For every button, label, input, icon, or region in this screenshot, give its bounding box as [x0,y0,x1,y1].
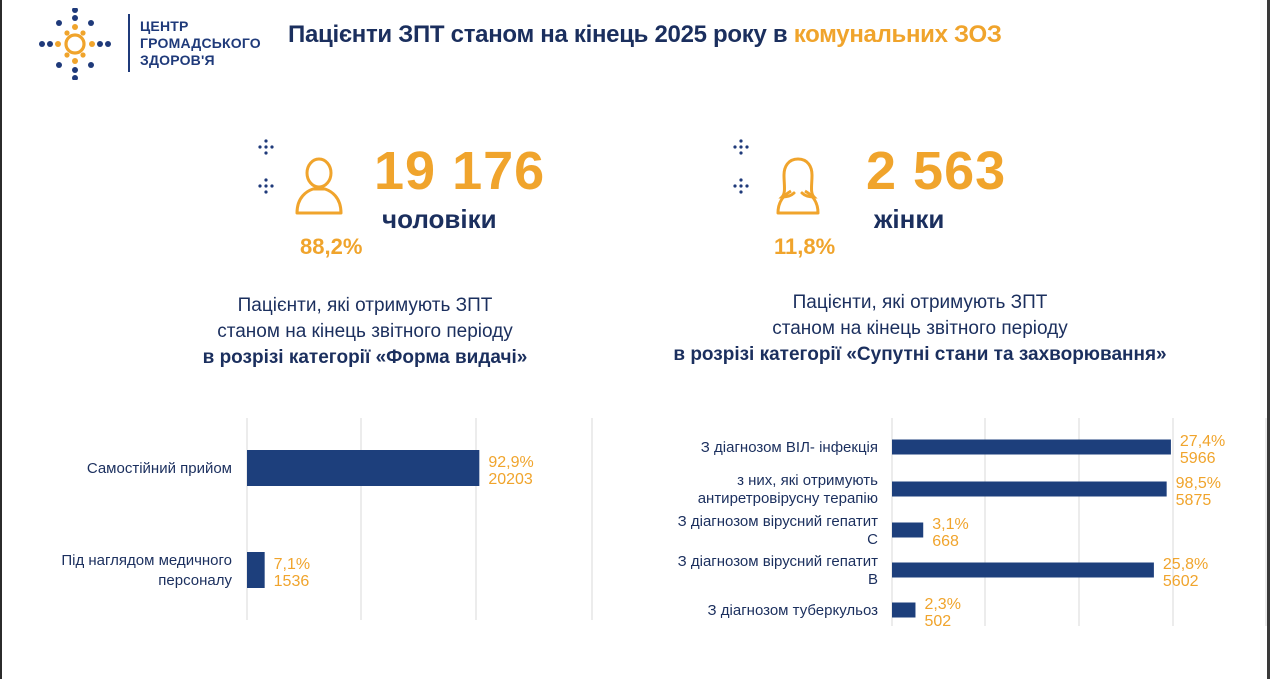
female-person-icon [776,157,820,215]
subtitle-line-bold: в розрізі категорії «Супутні стани та за… [673,344,1167,365]
logo-line: ГРОМАДСЬКОГО [140,35,261,51]
men-percent: 88,2% [300,234,363,259]
bar [892,439,1171,455]
bar [892,481,1167,497]
bar [892,602,916,618]
category-label: В [868,571,878,588]
male-person-icon [295,157,343,215]
category-label: З діагнозом вірусний гепатит [678,553,878,570]
value-label: 5875 [1176,492,1212,509]
men-label: чоловіки [382,204,497,234]
value-label: 668 [932,533,959,550]
value-label: 502 [924,613,951,630]
category-label: антиретровірусну терапію [698,490,878,507]
subtitle-line: Пацієнти, які отримують ЗПТ [792,292,1048,313]
category-label: Самостійний прийом [87,460,232,477]
right-frame-edge [1267,0,1270,679]
bar [892,522,924,538]
subtitle-line: Пацієнти, які отримують ЗПТ [237,295,493,316]
category-label: персоналу [158,572,232,589]
value-label: 5602 [1163,573,1199,590]
logo-line: ЗДОРОВ'Я [140,52,215,68]
category-label: Під наглядом медичного [61,552,232,569]
women-count: 2 563 [866,141,1007,201]
percent-label: 7,1% [274,556,310,573]
category-label: з них, які отримують [737,472,878,489]
bar [247,450,480,486]
cross-dots-icon [258,139,274,155]
value-label: 20203 [488,471,533,488]
category-label: З діагнозом туберкульоз [708,602,879,619]
logo-mark-icon [39,8,111,80]
logo: ЦЕНТР ГРОМАДСЬКОГО ЗДОРОВ'Я [38,8,270,80]
category-label: З діагнозом вірусний гепатит [678,513,878,530]
subtitle-line-bold: в розрізі категорії «Форма видачі» [202,347,528,368]
men-count: 19 176 [374,141,546,201]
bar [892,562,1154,578]
page-title-accent: комунальних ЗОЗ [793,21,1002,48]
subtitle-line: станом на кінець звітного періоду [772,318,1068,339]
logo-line: ЦЕНТР [140,18,189,34]
percent-label: 92,9% [488,454,533,471]
percent-label: 2,3% [924,596,960,613]
cross-dots-icon [733,178,749,194]
percent-label: 27,4% [1180,433,1225,450]
women-label: жінки [874,204,945,234]
cross-dots-icon [258,178,274,194]
value-label: 5966 [1180,450,1216,467]
left-frame-edge [0,0,2,679]
comorbidity-bar-chart: З діагнозом ВІЛ- інфекція 27,4%5966 з них,… [678,418,1267,630]
left-section-subtitle: Пацієнти, які отримують ЗПТ станом на кі… [125,293,605,371]
percent-label: 98,5% [1176,475,1221,492]
percent-label: 3,1% [932,516,968,533]
page-title: Пацієнти ЗПТ станом на кінець 2025 року … [288,21,1002,49]
logo-divider [128,14,130,72]
page-title-main: Пацієнти ЗПТ станом на кінець 2025 року … [288,21,794,48]
cross-dots-icon [733,139,749,155]
category-label: З діагнозом ВІЛ- інфекція [701,439,878,456]
women-percent: 11,8% [774,234,836,259]
value-label: 1536 [274,573,310,590]
bar [247,552,265,588]
right-section-subtitle: Пацієнти, які отримують ЗПТ станом на кі… [620,290,1220,368]
logo-text: ЦЕНТР ГРОМАДСЬКОГО ЗДОРОВ'Я [140,18,261,69]
percent-label: 25,8% [1163,556,1208,573]
issue-form-bar-chart: Самостійний прийом 92,9%20203 Під наглядом… [61,418,593,620]
subtitle-line: станом на кінець звітного періоду [217,321,513,342]
category-label: С [867,531,878,548]
